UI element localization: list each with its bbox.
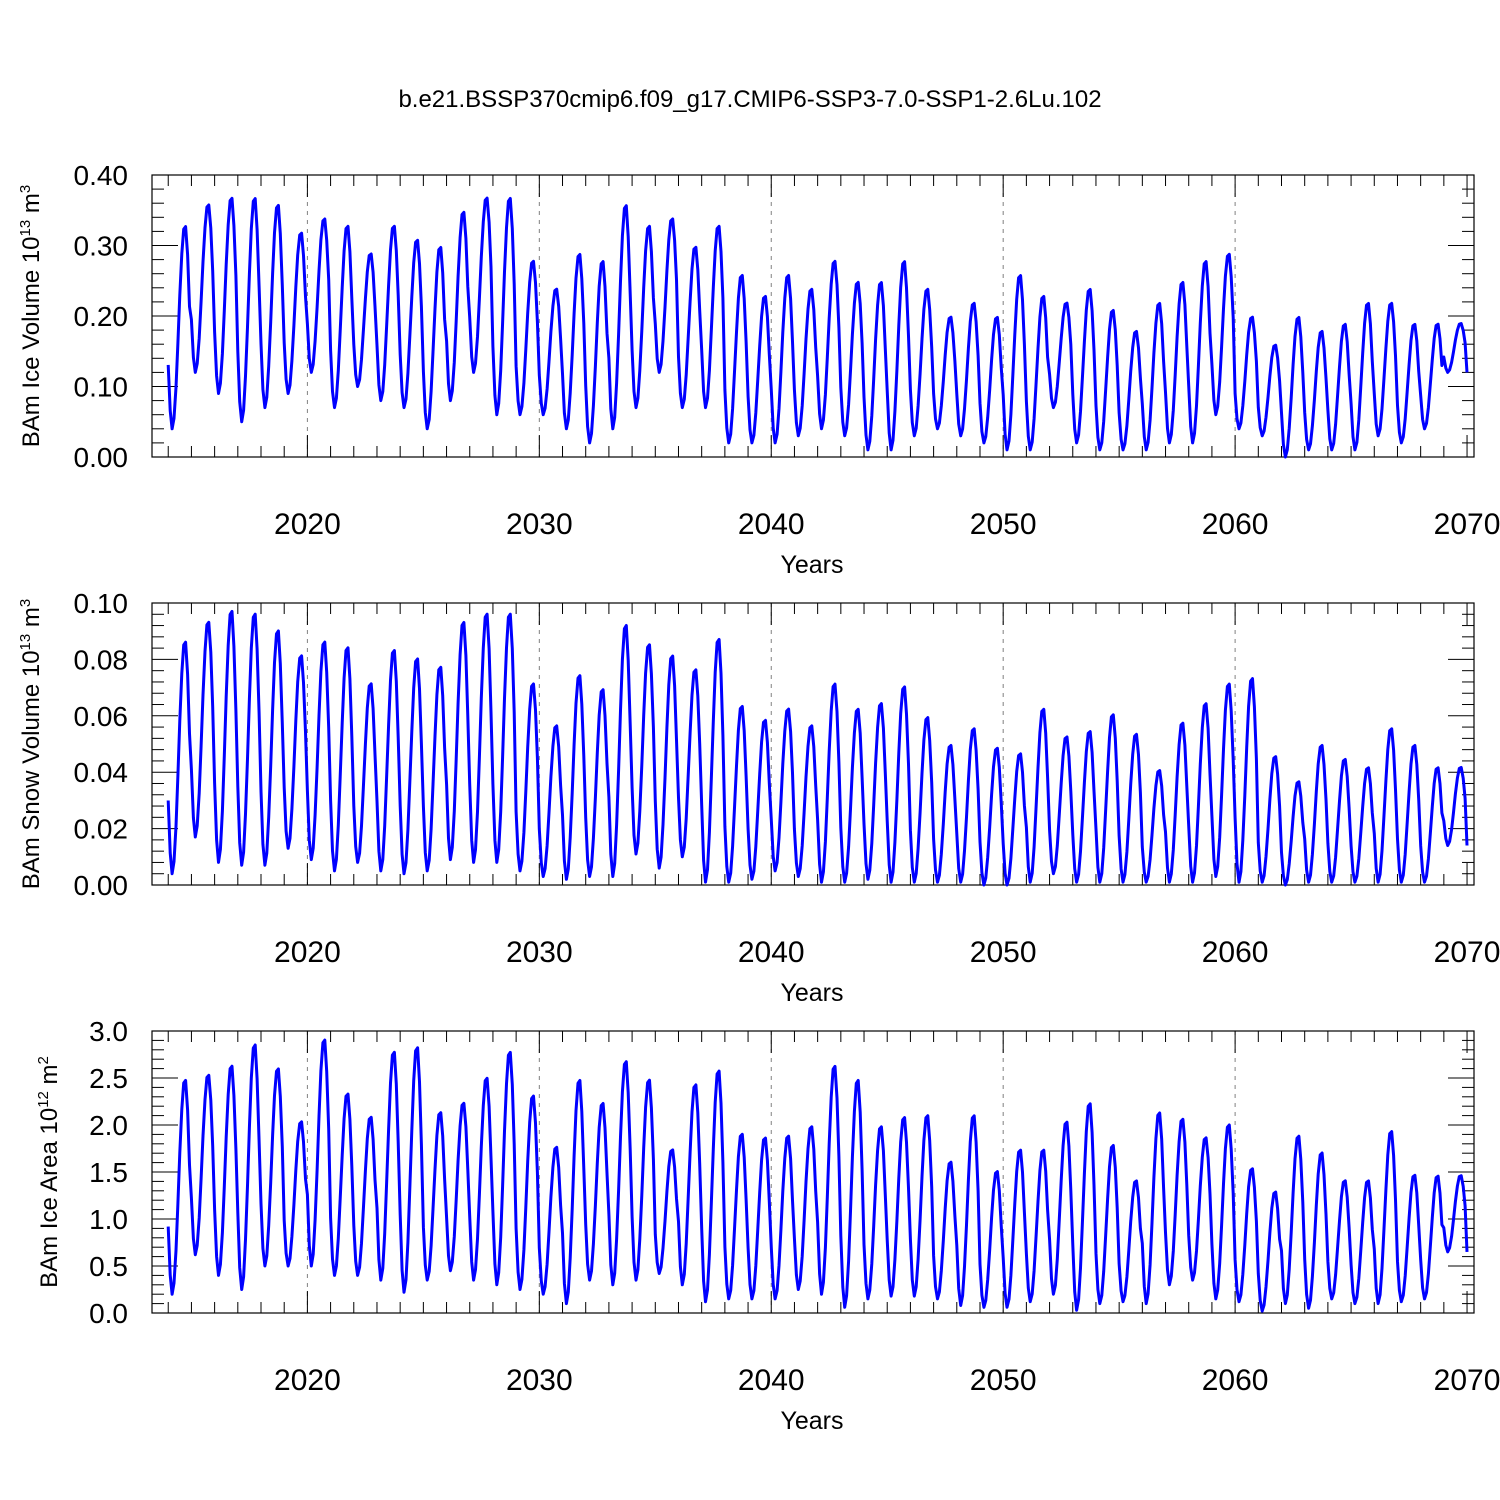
panel-1-y-label-exp: 13 xyxy=(17,219,34,237)
panel-1-y-tick-label: 0.40 xyxy=(74,160,129,191)
panel-3-x-tick-label: 2030 xyxy=(506,1364,573,1397)
panel-2-x-tick-label: 2040 xyxy=(738,936,805,969)
panel-3-x-tick-label: 2050 xyxy=(970,1364,1037,1397)
panel-3-y-axis-label: BAm Ice Area 1012 m2 xyxy=(35,1056,64,1288)
panel-1-x-tick-label: 2050 xyxy=(970,508,1037,541)
panel-2-y-label-unit: m xyxy=(18,607,45,634)
panel-1-y-tick-label: 0.30 xyxy=(74,231,129,262)
panel-1-y-label-unit: m xyxy=(18,193,45,220)
panel-1-series-line-1 xyxy=(166,196,1469,459)
panel-2-y-tick-label: 0.06 xyxy=(74,701,129,732)
panel-1-y-label-unit-exp: 3 xyxy=(17,184,34,194)
panel-2-x-tick-label: 2070 xyxy=(1434,936,1500,969)
panel-1-x-tick-label: 2020 xyxy=(274,508,341,541)
panel-3-x-axis-label: Years xyxy=(780,1407,844,1435)
panel-2-y-tick-label: 0.02 xyxy=(74,814,129,845)
panel-1-x-axis-label: Years xyxy=(780,551,844,579)
panel-1-x-tick-label: 2060 xyxy=(1202,508,1269,541)
panel-2-x-tick-label: 2030 xyxy=(506,936,573,969)
panel-3-x-tick-label: 2040 xyxy=(738,1364,805,1397)
panel-2-y-tick-label: 0.04 xyxy=(74,757,129,788)
panel-2-x-tick-label: 2050 xyxy=(970,936,1037,969)
panel-1-y-tick-label: 0.20 xyxy=(74,301,129,332)
panel-2-y-label-unit-exp: 3 xyxy=(17,598,34,608)
panel-3-x-tick-label: 2070 xyxy=(1434,1364,1500,1397)
panel-3-y-tick-label: 1.0 xyxy=(89,1204,128,1235)
panel-3-y-label-text: BAm Ice Area 10 xyxy=(36,1107,63,1288)
panel-3-y-tick-label: 1.5 xyxy=(89,1157,128,1188)
panel-1-x-tick-label: 2040 xyxy=(738,508,805,541)
panel-3-y-label-unit: m xyxy=(36,1064,63,1092)
figure-title: b.e21.BSSP370cmip6.f09_g17.CMIP6-SSP3-7.… xyxy=(398,86,1102,113)
panel-2-plot-frame xyxy=(151,602,1475,886)
panel-1-y-axis-label: BAm Ice Volume 1013 m3 xyxy=(17,184,46,448)
panel-2-y-label-text: BAm Snow Volume 10 xyxy=(18,650,45,890)
panel-1-x-tick-label: 2030 xyxy=(506,508,573,541)
panel-3-x-tick-label: 2060 xyxy=(1202,1364,1269,1397)
panel-3-y-tick-label: 2.5 xyxy=(89,1063,128,1094)
panel-1-x-tick-label: 2070 xyxy=(1434,508,1500,541)
panel-3-y-tick-label: 2.0 xyxy=(89,1110,128,1141)
panel-2-y-label-exp: 13 xyxy=(17,633,34,651)
panel-2-x-axis-label: Years xyxy=(780,979,844,1007)
panel-1-y-label-text: BAm Ice Volume 10 xyxy=(18,236,45,448)
panel-2-x-tick-label: 2060 xyxy=(1202,936,1269,969)
panel-3-y-tick-label: 3.0 xyxy=(89,1016,128,1047)
panel-3-y-label-exp: 12 xyxy=(35,1091,52,1108)
panel-2-y-tick-label: 0.00 xyxy=(74,870,129,901)
panel-3-x-tick-label: 2020 xyxy=(274,1364,341,1397)
panel-3-plot-frame xyxy=(151,1030,1475,1314)
panel-3-series-line-1 xyxy=(166,1038,1469,1313)
panel-3-y-label-unit-exp: 2 xyxy=(35,1056,52,1065)
panel-2-x-tick-label: 2020 xyxy=(274,936,341,969)
panel-1-y-tick-label: 0.00 xyxy=(74,442,129,473)
panel-1-y-tick-label: 0.10 xyxy=(74,372,129,403)
panel-3-y-tick-label: 0.5 xyxy=(89,1251,128,1282)
panel-2-series-line-1 xyxy=(166,609,1469,887)
panel-2-y-tick-label: 0.10 xyxy=(74,588,129,619)
panel-3-y-tick-label: 0.0 xyxy=(89,1298,128,1329)
panel-2-y-tick-label: 0.08 xyxy=(74,644,129,675)
panel-2-y-axis-label: BAm Snow Volume 1013 m3 xyxy=(17,598,46,890)
